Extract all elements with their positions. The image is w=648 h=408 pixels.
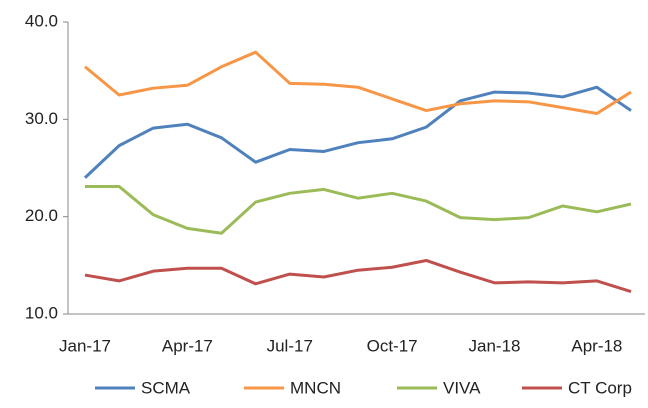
y-tick-label: 10.0 bbox=[25, 303, 58, 322]
series-line bbox=[83, 85, 632, 179]
y-tick-label: 40.0 bbox=[25, 11, 58, 30]
x-tick-label: Apr-17 bbox=[162, 336, 213, 355]
x-tick-label: Apr-18 bbox=[571, 336, 622, 355]
x-tick-label: Jul-17 bbox=[267, 336, 313, 355]
legend-label: VIVA bbox=[443, 378, 481, 397]
legend-label: CT Corp bbox=[568, 378, 632, 397]
legend-label: MNCN bbox=[290, 378, 341, 397]
series-line bbox=[84, 258, 632, 294]
y-tick-label: 20.0 bbox=[25, 206, 58, 225]
x-tick-label: Jan-17 bbox=[59, 336, 111, 355]
legend-label: SCMA bbox=[141, 378, 191, 397]
x-tick-label: Jan-18 bbox=[469, 336, 521, 355]
series-line bbox=[84, 50, 632, 115]
series-line bbox=[85, 184, 632, 235]
y-tick-label: 30.0 bbox=[25, 109, 58, 128]
x-tick-label: Oct-17 bbox=[367, 336, 418, 355]
